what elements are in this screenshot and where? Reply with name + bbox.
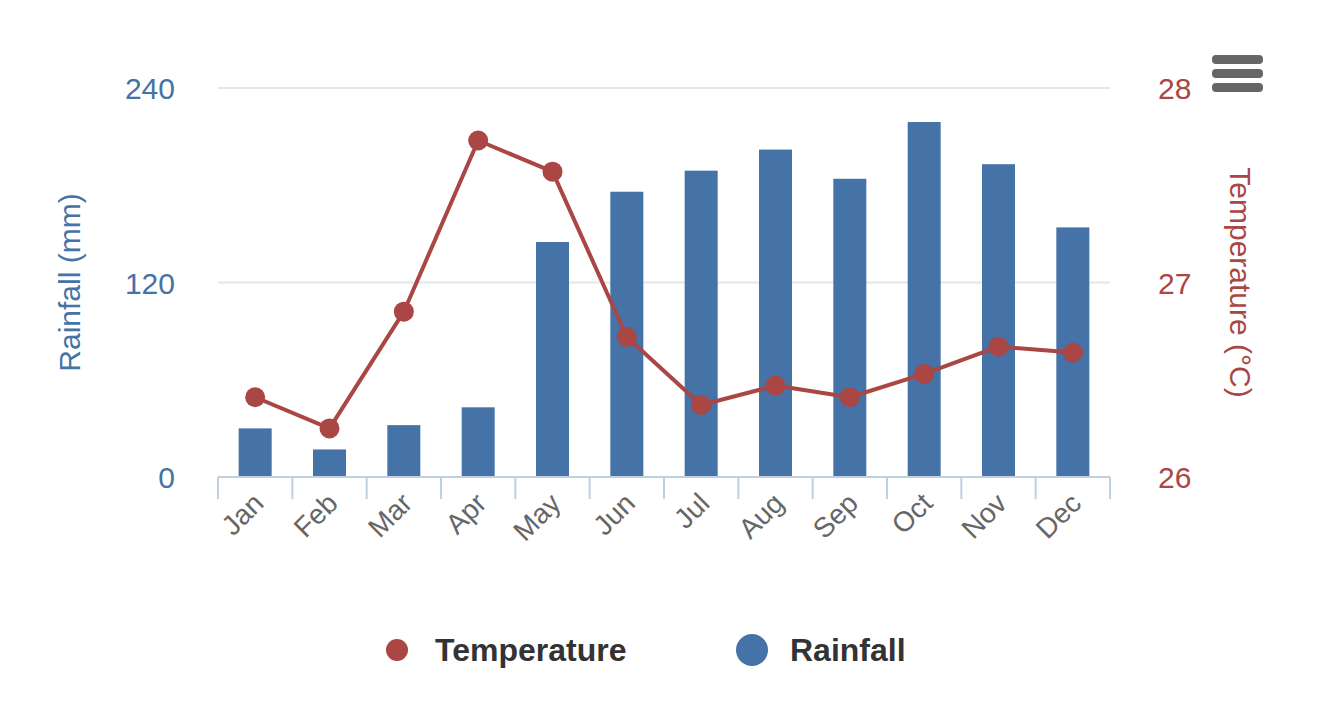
line-marker [543, 162, 563, 182]
bar [239, 428, 272, 477]
line-marker [766, 376, 786, 396]
bar [313, 449, 346, 477]
line-marker [394, 302, 414, 322]
bar [759, 150, 792, 477]
chart-root: 0 120 240 26 27 28 Rainfall (mm) Temperature (°… [0, 0, 1338, 710]
legend-label: Rainfall [790, 632, 906, 668]
x-tick [217, 477, 219, 499]
x-tick-label: Oct [886, 487, 939, 540]
x-tick [886, 477, 888, 499]
legend-symbol [736, 634, 768, 666]
x-tick [1109, 477, 1111, 499]
line-marker [617, 327, 637, 347]
grid-line [218, 282, 1110, 284]
y2-tick-label: 26 [1158, 461, 1191, 494]
x-tick [663, 477, 665, 499]
x-tick [514, 477, 516, 499]
line-marker [1063, 343, 1083, 363]
legend: Temperature Rainfall [386, 632, 906, 668]
x-tick-label: Feb [288, 487, 344, 543]
y2-tick-label: 28 [1158, 72, 1191, 105]
y-tick-label: 120 [125, 267, 175, 300]
x-tick [589, 477, 591, 499]
line-marker [914, 364, 934, 384]
menu-bar [1212, 69, 1263, 78]
line-marker [691, 395, 711, 415]
bar [685, 171, 718, 477]
line-marker [245, 387, 265, 407]
x-tick [366, 477, 368, 499]
x-tick-label: Sep [807, 487, 864, 544]
line [255, 141, 1073, 429]
x-tick [291, 477, 293, 499]
bar [833, 179, 866, 477]
bar [908, 122, 941, 477]
bar [387, 425, 420, 477]
x-tick-label: Mar [362, 487, 418, 543]
x-tick [1035, 477, 1037, 499]
x-tick-label: Jan [216, 487, 270, 541]
line-marker [320, 418, 340, 438]
x-tick-label: Nov [956, 487, 1013, 544]
y2-tick-label: 27 [1158, 267, 1191, 300]
y-axis-label: Rainfall (mm) [53, 193, 86, 371]
bar [462, 407, 495, 477]
bar [982, 164, 1015, 477]
line-marker [989, 337, 1009, 357]
legend-label: Temperature [435, 632, 626, 668]
x-tick-label: Apr [440, 487, 493, 540]
x-tick [960, 477, 962, 499]
legend-symbol [386, 639, 408, 661]
line-marker [840, 387, 860, 407]
x-tick-label: Jun [587, 487, 641, 541]
y-tick-label: 240 [125, 72, 175, 105]
x-tick [737, 477, 739, 499]
x-tick-label: Dec [1030, 487, 1087, 544]
x-tick-label: Jul [668, 487, 715, 534]
menu-bar [1212, 55, 1263, 64]
line-marker [468, 131, 488, 151]
chart-svg: 0 120 240 26 27 28 Rainfall (mm) Temperature (°… [0, 0, 1338, 710]
y-tick-label: 0 [158, 461, 175, 494]
x-tick-label: Aug [733, 487, 790, 544]
x-tick [812, 477, 814, 499]
menu-bar [1212, 83, 1263, 92]
grid-line [218, 87, 1110, 89]
x-tick [440, 477, 442, 499]
bar [536, 242, 569, 477]
menu-icon[interactable] [1212, 55, 1263, 92]
bar [610, 192, 643, 477]
plot-marks [239, 122, 1090, 477]
x-tick-label: May [507, 487, 566, 546]
y2-axis-label: Temperature (°C) [1224, 167, 1257, 397]
